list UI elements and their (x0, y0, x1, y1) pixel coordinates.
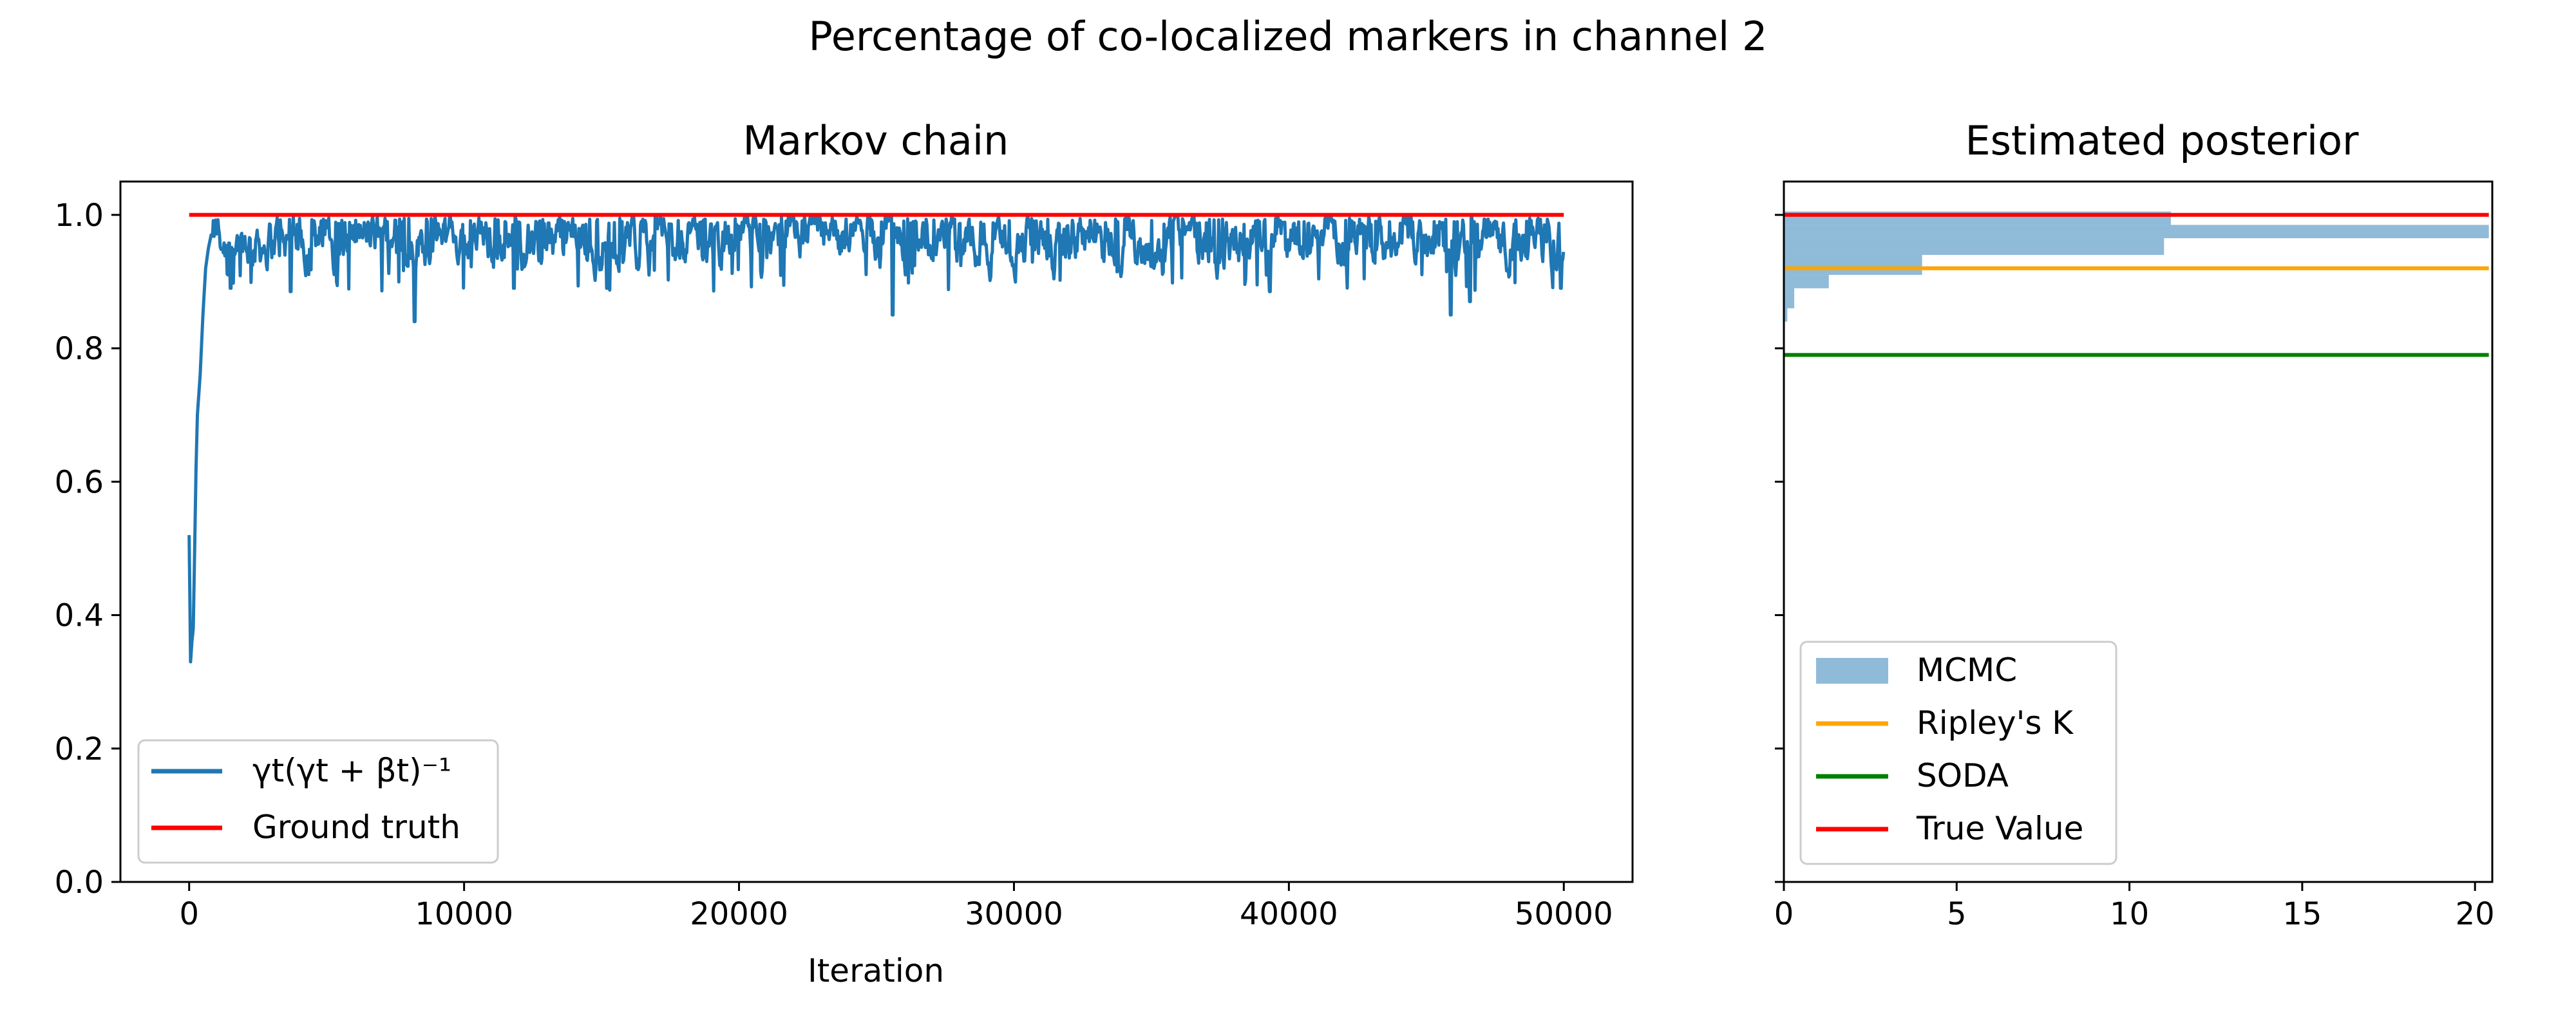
x-tick-label: 15 (2282, 896, 2322, 932)
markov-chain-legend: γt(γt + βt)⁻¹ Ground truth (137, 739, 499, 864)
legend-label-mcmc: MCMC (1917, 651, 2017, 689)
legend-label-ground-truth: Ground truth (252, 809, 460, 846)
legend-swatch-mcmc (1816, 658, 1888, 684)
histogram-bar (1784, 225, 2489, 239)
x-tick-label: 20000 (690, 896, 788, 932)
x-tick-label: 50000 (1515, 896, 1613, 932)
y-tick-label: 0.4 (55, 598, 104, 634)
x-tick-label: 30000 (965, 896, 1063, 932)
y-tick-label: 0.2 (55, 731, 104, 767)
histogram-bar (1784, 288, 1795, 308)
x-tick-label: 40000 (1240, 896, 1338, 932)
x-tick-label: 10 (2110, 896, 2149, 932)
histogram-bar (1784, 254, 1922, 276)
legend-label-true-value: True Value (1916, 810, 2083, 847)
posterior-ticks: 0 5 10 15 20 (1774, 214, 2495, 932)
legend-label-chain: γt(γt + βt)⁻¹ (252, 752, 451, 789)
legend-label-soda: SODA (1917, 757, 2009, 794)
posterior-legend: MCMC Ripley's K SODA True Value (1799, 641, 2117, 865)
markov-chain-xlabel: Iteration (808, 952, 944, 989)
x-tick-label: 5 (1947, 896, 1967, 932)
y-tick-label: 0.8 (55, 331, 104, 367)
histogram-bar (1784, 275, 1829, 288)
legend-label-ripley: Ripley's K (1917, 704, 2074, 742)
histogram-bar (1784, 238, 2164, 255)
legend-box (1799, 641, 2117, 865)
markov-chain-ticks: 0 10000 20000 30000 40000 50000 0.0 0.2 0.4 0.6 0.… (55, 198, 1613, 932)
posterior-plot: Estimated posterior 0 5 10 15 20 MCMC Ripley… (1774, 117, 2495, 932)
markov-chain-title: Markov chain (743, 117, 1009, 164)
y-tick-label: 0.0 (55, 865, 104, 901)
posterior-frame (1783, 180, 2494, 883)
markov-chain-frame (119, 180, 1634, 883)
x-tick-label: 0 (179, 896, 199, 932)
legend-box (137, 739, 499, 864)
posterior-title: Estimated posterior (1965, 117, 2359, 164)
markov-chain-plot: Markov chain 0 10000 20000 30000 40000 500000… (55, 117, 1634, 989)
posterior-data (1784, 211, 2489, 357)
figure-title: Percentage of co-localized markers in ch… (809, 13, 1768, 60)
y-tick-label: 1.0 (55, 198, 104, 234)
x-tick-label: 10000 (415, 896, 513, 932)
markov-chain-data (187, 212, 1566, 664)
histogram-bar (1784, 308, 1788, 322)
x-tick-label: 20 (2456, 896, 2495, 932)
y-tick-label: 0.6 (55, 464, 104, 500)
chain-trace-line (187, 214, 1566, 664)
x-tick-label: 0 (1774, 896, 1794, 932)
